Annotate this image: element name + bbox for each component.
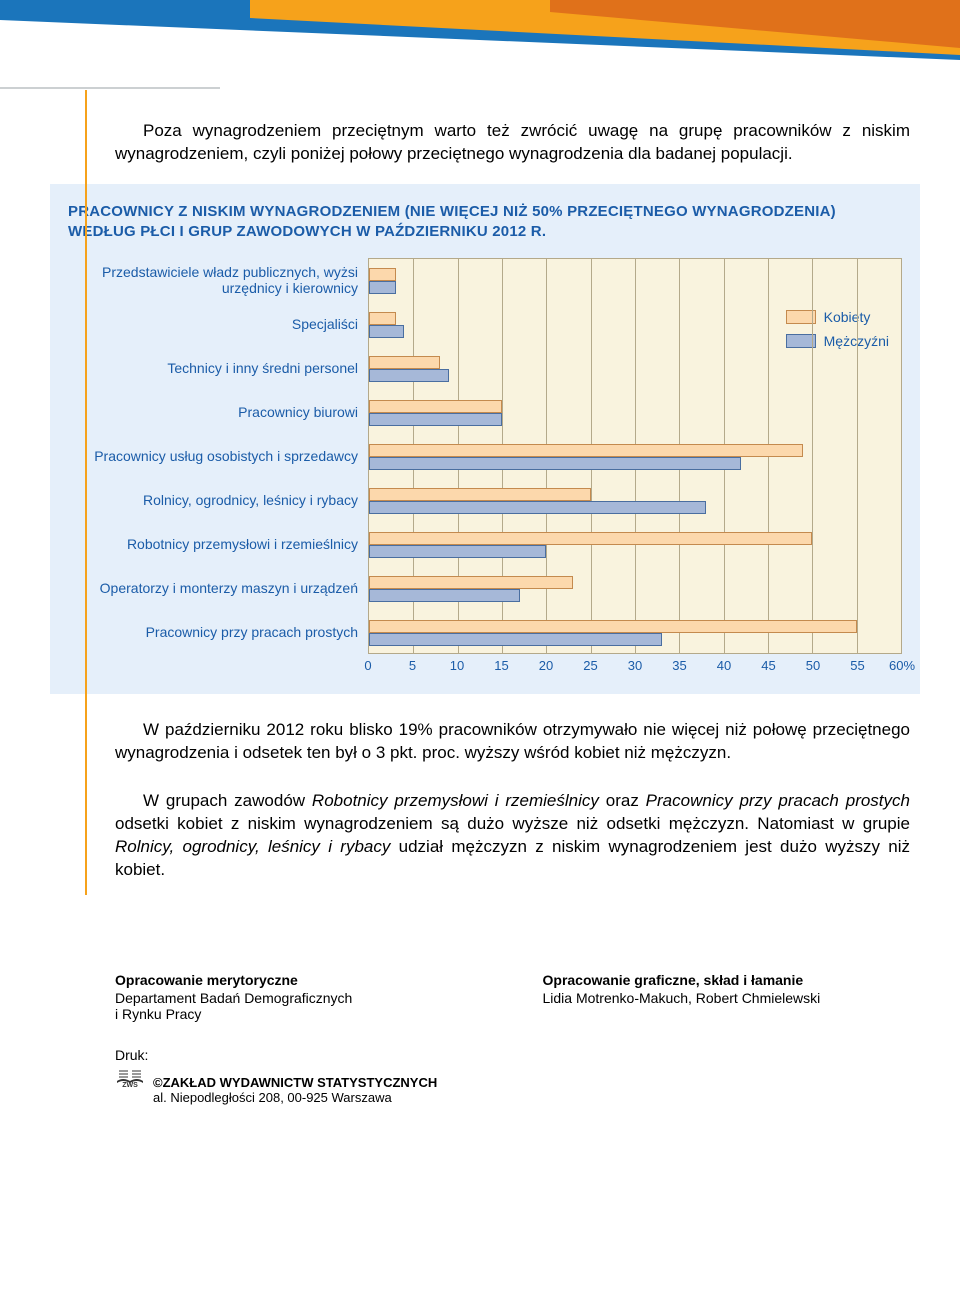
bar-mezczyzni bbox=[369, 501, 706, 514]
category-label: Operatorzy i monterzy maszyn i urządzeń bbox=[68, 566, 358, 610]
category-label: Technicy i inny średni personel bbox=[68, 346, 358, 390]
credits-right-title: Opracowanie graficzne, skład i łamanie bbox=[543, 972, 911, 988]
bar-mezczyzni bbox=[369, 281, 396, 294]
p3-f: Rolnicy, ogrodnicy, leśnicy i rybacy bbox=[115, 837, 390, 856]
category-label: Rolnicy, ogrodnicy, leśnicy i rybacy bbox=[68, 478, 358, 522]
chart-plot: Kobiety Mężczyźni bbox=[368, 258, 902, 654]
paragraph-3: W grupach zawodów Robotnicy przemysłowi … bbox=[100, 790, 910, 882]
x-tick: 40 bbox=[717, 658, 731, 673]
x-tick: 60% bbox=[889, 658, 915, 673]
bar-row bbox=[369, 479, 901, 523]
x-tick: 20 bbox=[539, 658, 553, 673]
x-tick: 55 bbox=[850, 658, 864, 673]
category-label: Przedstawiciele władz publicznych, wyżsi… bbox=[68, 258, 358, 302]
p3-b: Robotnicy przemysłowi i rzemieślnicy bbox=[312, 791, 599, 810]
credits-right: Opracowanie graficzne, skład i łamanie L… bbox=[543, 972, 911, 1022]
credits-left: Opracowanie merytoryczne Departament Bad… bbox=[115, 972, 483, 1022]
bar-row bbox=[369, 303, 901, 347]
bar-mezczyzni bbox=[369, 633, 662, 646]
intro-paragraph: Poza wynagrodzeniem przeciętnym warto te… bbox=[100, 120, 910, 166]
credits-left-title: Opracowanie merytoryczne bbox=[115, 972, 483, 988]
druk-label: Druk: bbox=[115, 1047, 910, 1063]
category-label: Specjaliści bbox=[68, 302, 358, 346]
credits-left-body1: Departament Badań Demograficznych bbox=[115, 990, 483, 1006]
p3-a: W grupach zawodów bbox=[143, 791, 312, 810]
zws-icon: ZWS bbox=[115, 1063, 145, 1090]
bar-kobiety bbox=[369, 268, 396, 281]
bar-kobiety bbox=[369, 400, 502, 413]
chart-category-labels: Przedstawiciele władz publicznych, wyżsi… bbox=[68, 258, 368, 676]
bar-row bbox=[369, 391, 901, 435]
bar-mezczyzni bbox=[369, 545, 546, 558]
category-label: Pracownicy biurowi bbox=[68, 390, 358, 434]
chart-body: Przedstawiciele władz publicznych, wyżsi… bbox=[68, 258, 902, 676]
x-tick: 45 bbox=[761, 658, 775, 673]
bar-kobiety bbox=[369, 312, 396, 325]
x-tick: 15 bbox=[494, 658, 508, 673]
p3-d: Pracownicy przy pracach prostych bbox=[646, 791, 910, 810]
p3-e: odsetki kobiet z niskim wynagrodzeniem s… bbox=[115, 814, 910, 833]
bar-mezczyzni bbox=[369, 413, 502, 426]
chart-panel: PRACOWNICY Z NISKIM WYNAGRODZENIEM (NIE … bbox=[50, 184, 920, 695]
paragraph-2: W październiku 2012 roku blisko 19% prac… bbox=[100, 719, 910, 765]
top-banner bbox=[0, 0, 960, 90]
bar-row bbox=[369, 567, 901, 611]
bar-kobiety bbox=[369, 620, 857, 633]
chart-plot-wrap: Kobiety Mężczyźni 0510152025303540455055… bbox=[368, 258, 902, 676]
bar-mezczyzni bbox=[369, 457, 741, 470]
bar-row bbox=[369, 523, 901, 567]
bar-kobiety bbox=[369, 576, 573, 589]
chart-x-axis: 051015202530354045505560% bbox=[368, 654, 902, 676]
side-rule bbox=[85, 90, 87, 895]
bar-kobiety bbox=[369, 488, 591, 501]
category-label: Pracownicy usług osobistych i sprzedawcy bbox=[68, 434, 358, 478]
zws-name: ©ZAKŁAD WYDAWNICTW STATYSTYCZNYCH bbox=[153, 1075, 437, 1090]
druk-block: Druk: ZWS ©ZAKŁAD WYDAWNICTW STATYSTYCZN… bbox=[100, 1047, 910, 1105]
bar-kobiety bbox=[369, 532, 812, 545]
bar-row bbox=[369, 435, 901, 479]
bar-kobiety bbox=[369, 356, 440, 369]
credits: Opracowanie merytoryczne Departament Bad… bbox=[100, 972, 910, 1022]
zws-addr: al. Niepodległości 208, 00-925 Warszawa bbox=[153, 1090, 910, 1105]
x-tick: 0 bbox=[364, 658, 371, 673]
bar-row bbox=[369, 347, 901, 391]
x-tick: 35 bbox=[672, 658, 686, 673]
credits-right-body: Lidia Motrenko-Makuch, Robert Chmielewsk… bbox=[543, 990, 911, 1006]
x-tick: 25 bbox=[583, 658, 597, 673]
bar-mezczyzni bbox=[369, 325, 404, 338]
bar-row bbox=[369, 259, 901, 303]
x-tick: 10 bbox=[450, 658, 464, 673]
bar-mezczyzni bbox=[369, 369, 449, 382]
svg-text:ZWS: ZWS bbox=[122, 1082, 138, 1087]
category-label: Robotnicy przemysłowi i rzemieślnicy bbox=[68, 522, 358, 566]
x-tick: 5 bbox=[409, 658, 416, 673]
bar-mezczyzni bbox=[369, 589, 520, 602]
category-label: Pracownicy przy pracach prostych bbox=[68, 610, 358, 654]
x-tick: 50 bbox=[806, 658, 820, 673]
bar-row bbox=[369, 611, 901, 655]
chart-title: PRACOWNICY Z NISKIM WYNAGRODZENIEM (NIE … bbox=[68, 202, 902, 243]
credits-left-body2: i Rynku Pracy bbox=[115, 1006, 483, 1022]
bar-kobiety bbox=[369, 444, 803, 457]
p3-c: oraz bbox=[599, 791, 646, 810]
x-tick: 30 bbox=[628, 658, 642, 673]
